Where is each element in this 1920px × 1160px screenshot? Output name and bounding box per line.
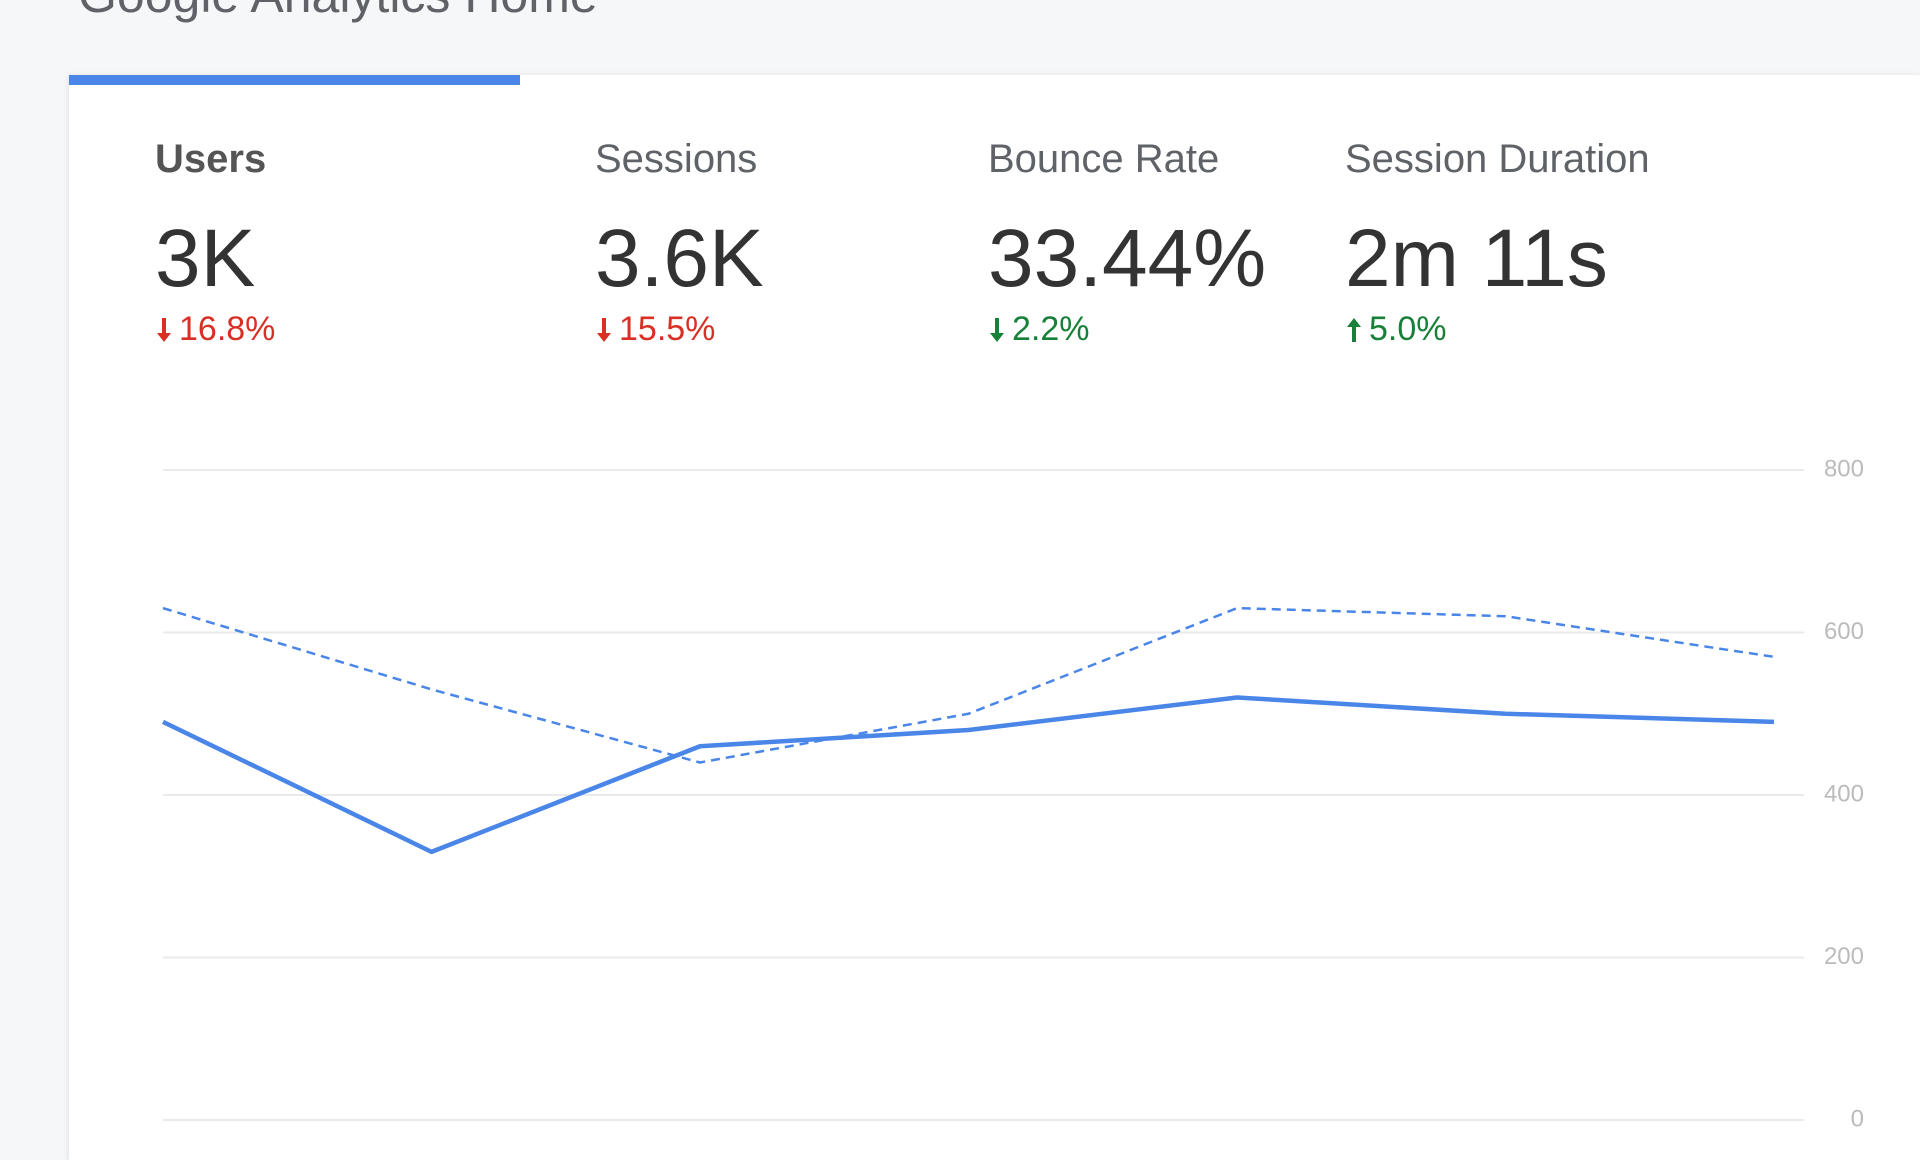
metric[interactable]: Session Duration 2m 11s 5.0% — [1345, 137, 1650, 349]
metric[interactable]: Sessions 3.6K 15.5% — [595, 137, 764, 349]
active-tab-indicator — [69, 75, 520, 85]
series-line — [162, 606, 1775, 764]
metric[interactable]: Users 3K 16.8% — [155, 137, 275, 349]
metric-label: Bounce Rate — [988, 137, 1220, 181]
chart: 0 200 400 600 800 — [162, 455, 1864, 1132]
metric-value: 33.44% — [988, 213, 1267, 304]
change-text: 2.2% — [1012, 310, 1090, 348]
change-arrow — [597, 317, 611, 342]
metric-change: 5.0% — [1345, 310, 1650, 349]
metric-label: Users — [155, 137, 267, 181]
metric-change: 2.2% — [988, 310, 1266, 349]
metric-label: Session Duration — [1345, 137, 1650, 181]
arrow-shape — [990, 317, 1004, 342]
metric-value: 2m 11s — [1345, 213, 1608, 304]
series-line — [162, 695, 1775, 855]
change-text: 15.5% — [619, 310, 716, 348]
page-title: Google Analytics Home — [78, 0, 598, 24]
metric[interactable]: Bounce Rate 33.44% 2.2% — [988, 137, 1266, 349]
metric-value: 3K — [155, 213, 256, 304]
change-arrow — [990, 317, 1004, 342]
change-arrow — [1347, 317, 1361, 342]
change-arrow — [157, 317, 171, 342]
y-tick-label: 600 — [1824, 618, 1864, 645]
y-tick-label: 0 — [1851, 1105, 1864, 1132]
metric-change: 15.5% — [595, 310, 764, 349]
y-tick-label: 800 — [1824, 455, 1864, 482]
metric-label: Sessions — [595, 137, 758, 181]
arrow-shape — [157, 317, 171, 342]
y-tick-label: 200 — [1824, 943, 1864, 970]
y-tick-label: 400 — [1824, 780, 1864, 807]
metric-change: 16.8% — [155, 310, 275, 349]
arrow-shape — [1347, 317, 1361, 342]
card: Users 3K 16.8% Sessions 3.6K 15.5% Bounce Rate… — [69, 75, 1920, 1160]
metric-value: 3.6K — [595, 213, 764, 304]
change-text: 16.8% — [179, 310, 276, 348]
arrow-shape — [597, 317, 611, 342]
change-text: 5.0% — [1369, 310, 1447, 348]
